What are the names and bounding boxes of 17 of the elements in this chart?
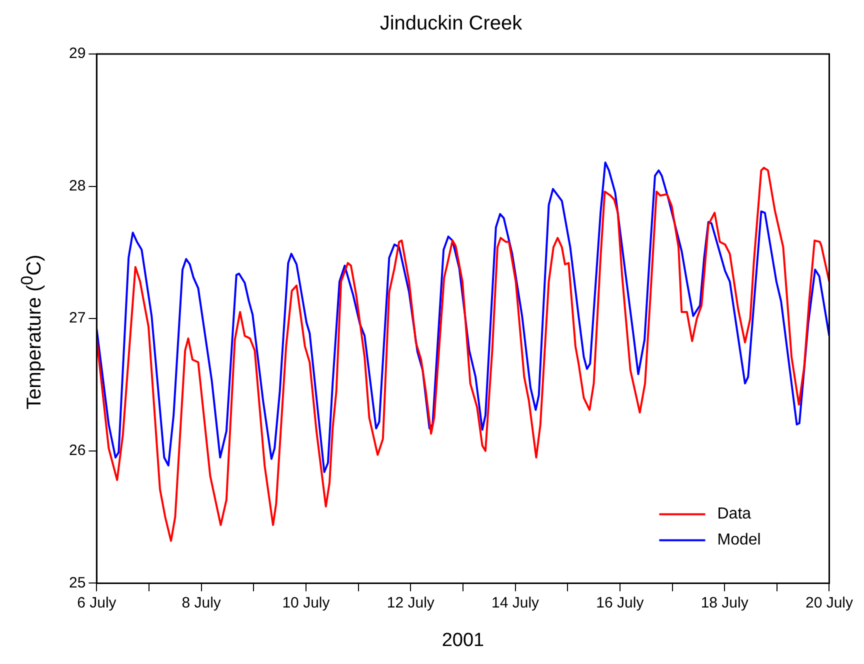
x-tick-label: 14 July: [492, 594, 540, 612]
legend-label: Model: [717, 532, 761, 549]
y-tick-label: 28: [68, 177, 86, 194]
chart-title: Jinduckin Creek: [380, 12, 524, 35]
y-tick-label: 25: [68, 574, 86, 592]
x-axis-title: 2001: [442, 630, 484, 651]
x-tick-label: 20 July: [805, 594, 854, 612]
x-tick-label: 8 July: [182, 594, 222, 612]
x-tick-label: 10 July: [282, 594, 330, 612]
x-tick-label: 6 July: [77, 594, 117, 612]
y-tick-label: 29: [68, 45, 86, 62]
y-tick-label: 27: [68, 310, 86, 327]
legend-label: Data: [717, 506, 752, 523]
x-tick-label: 18 July: [700, 594, 749, 612]
x-tick-label: 16 July: [596, 594, 644, 612]
y-tick-label: 26: [68, 442, 86, 460]
x-tick-label: 12 July: [386, 594, 435, 612]
